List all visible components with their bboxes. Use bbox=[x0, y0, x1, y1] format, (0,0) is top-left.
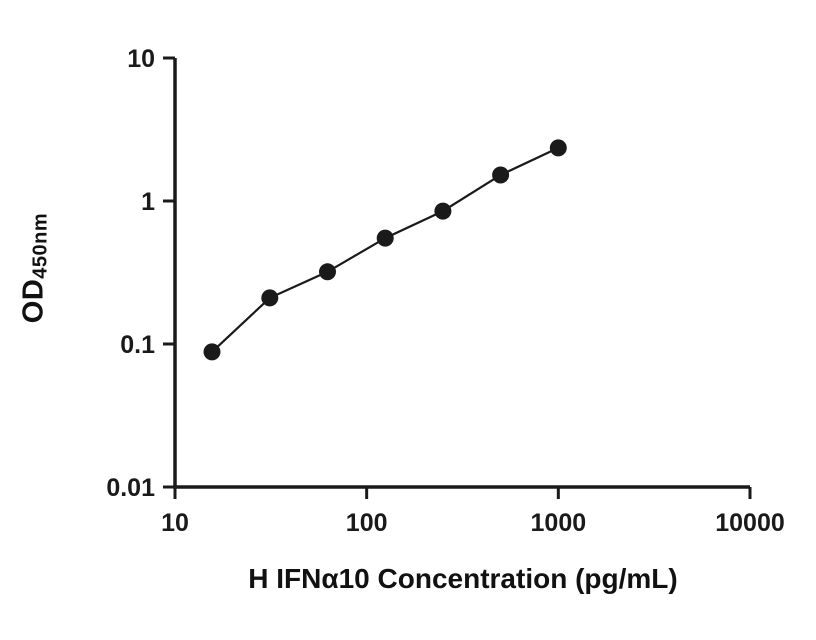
data-point bbox=[261, 289, 279, 307]
y-tick-label: 0.01 bbox=[106, 474, 155, 502]
y-axis-title: OD450nm bbox=[17, 212, 52, 324]
x-tick-label: 100 bbox=[346, 509, 388, 537]
x-axis-title: H IFNα10 Concentration (pg/mL) bbox=[248, 563, 678, 594]
x-tick-label: 10000 bbox=[715, 509, 785, 537]
y-axis-title-subscript: 450nm bbox=[29, 212, 52, 279]
y-tick-label: 0.1 bbox=[120, 331, 155, 359]
y-axis-title-main: OD bbox=[17, 278, 50, 324]
y-tick-label: 1 bbox=[141, 188, 155, 216]
data-point bbox=[319, 263, 336, 281]
x-tick-label: 10 bbox=[161, 509, 189, 537]
data-point bbox=[376, 229, 394, 247]
x-tick-label: 1000 bbox=[531, 509, 587, 537]
data-point bbox=[549, 139, 567, 157]
data-point bbox=[492, 166, 510, 184]
data-point bbox=[203, 343, 221, 361]
y-tick-label: 10 bbox=[127, 45, 155, 73]
data-point bbox=[434, 202, 452, 220]
